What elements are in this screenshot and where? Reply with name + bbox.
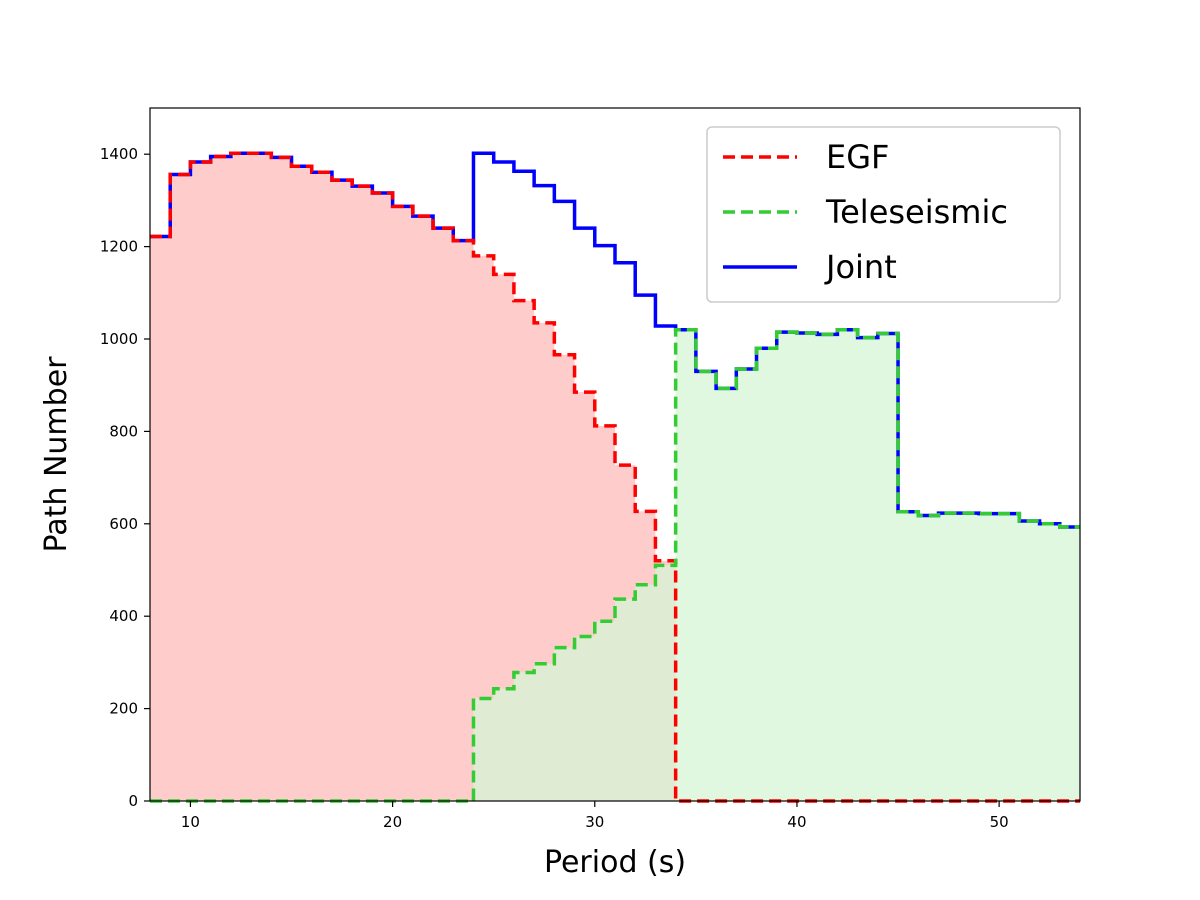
y-tick-label: 1200 [100, 238, 138, 256]
x-axis-label: Period (s) [544, 845, 686, 880]
area-fills [150, 153, 1080, 801]
legend: EGF Teleseismic Joint [706, 126, 1061, 303]
y-axis-label: Path Number [39, 356, 74, 553]
series-lines [150, 151, 1080, 803]
plot-frame [149, 107, 1081, 802]
x-tick-label: 40 [787, 813, 806, 831]
series-line-teleseismic [150, 328, 1080, 803]
legend-label-egf: EGF [826, 138, 889, 176]
x-axis: 10 20 30 40 50 [181, 801, 1009, 831]
legend-box [706, 126, 1061, 303]
area-fill-egf [150, 153, 1080, 801]
series-line-egf [150, 151, 1080, 803]
x-tick-label: 30 [585, 813, 604, 831]
y-tick-label: 1400 [100, 145, 138, 163]
x-tick-label: 10 [181, 813, 200, 831]
legend-label-joint: Joint [824, 248, 897, 286]
y-tick-label: 600 [109, 515, 138, 533]
area-fill-teleseismic [150, 329, 1080, 801]
y-tick-label: 400 [109, 607, 138, 625]
y-tick-label: 200 [109, 700, 138, 718]
x-tick-label: 50 [990, 813, 1009, 831]
y-tick-label: 800 [109, 422, 138, 440]
y-tick-label: 1000 [100, 330, 138, 348]
y-axis: 0 200 400 600 800 1000 1200 1400 [100, 145, 150, 810]
y-tick-label: 0 [128, 792, 138, 810]
x-tick-label: 20 [383, 813, 402, 831]
legend-label-teleseismic: Teleseismic [825, 193, 1008, 231]
